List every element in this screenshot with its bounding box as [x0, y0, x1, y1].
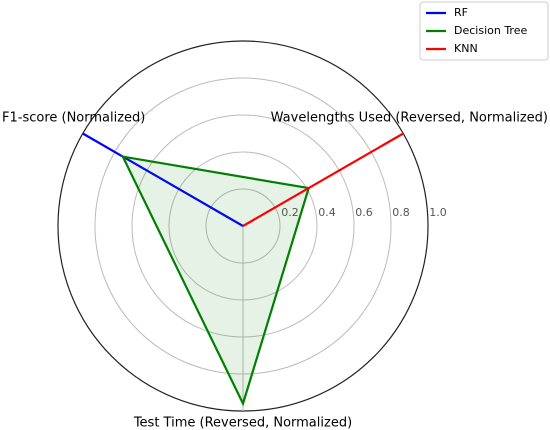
- r-tick-label: 0.2: [281, 206, 299, 219]
- r-tick-label: 0.8: [392, 206, 410, 219]
- category-label: Test Time (Reversed, Normalized): [133, 416, 352, 430]
- series-polygon: [242, 132, 404, 227]
- series-polygon: [120, 155, 311, 407]
- legend: RF Decision Tree KNN: [419, 1, 549, 61]
- legend-label: RF: [454, 6, 468, 19]
- series-polygon: [82, 132, 244, 227]
- r-tick-label: 0.4: [318, 206, 336, 219]
- legend-box: [419, 1, 549, 61]
- r-tick-label: 1.0: [429, 206, 447, 219]
- legend-label: KNN: [454, 42, 478, 55]
- category-label: Wavelengths Used (Reversed, Normalized): [271, 111, 548, 126]
- legend-label: Decision Tree: [454, 24, 527, 37]
- category-label: F1-score (Normalized): [2, 111, 145, 126]
- r-tick-label: 0.6: [355, 206, 373, 219]
